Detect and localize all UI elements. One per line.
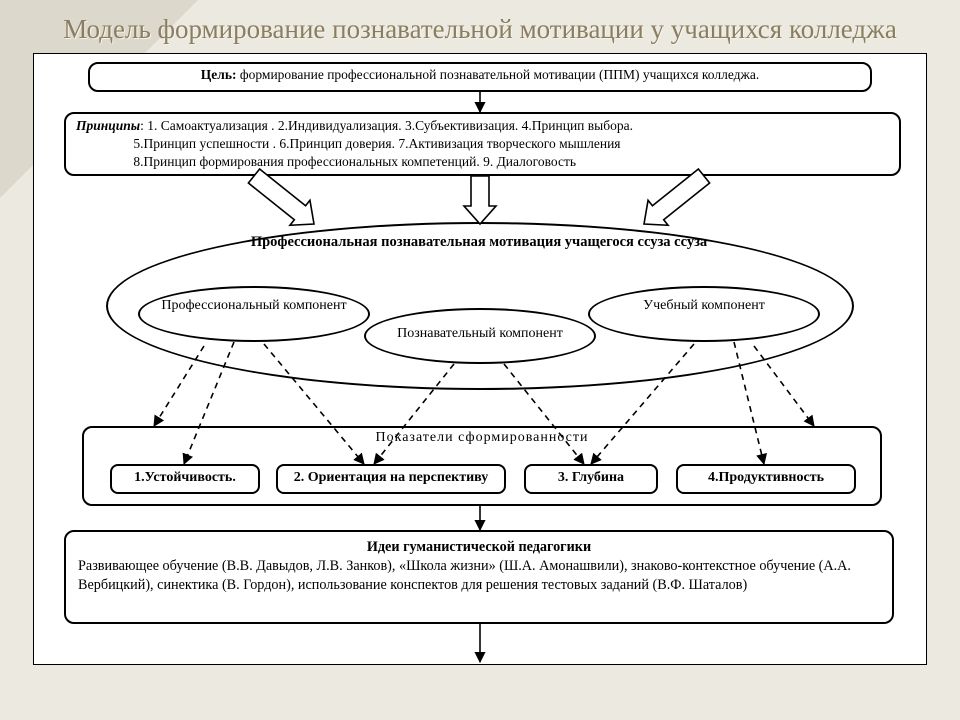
component-label-edu: Учебный компонент: [588, 298, 820, 314]
principles-header: Принципы: [76, 118, 140, 133]
goal-label: Цель:: [201, 67, 237, 82]
principles-line1: : 1. Самоактуализация . 2.Индивидуализац…: [140, 118, 633, 133]
ideas-header: Идеи гуманистической педагогики: [78, 538, 880, 557]
component-label-prof: Профессиональный компонент: [138, 298, 370, 314]
slide-title: Модель формирование познавательной мотив…: [0, 0, 960, 53]
indicator-3: 3. Глубина: [524, 464, 658, 494]
indicator-2: 2. Ориентация на перспективу: [276, 464, 506, 494]
principles-line3: 8.Принцип формирования профессиональных …: [133, 154, 576, 169]
principles-line2: 5.Принцип успешности . 6.Принцип доверия…: [133, 136, 620, 151]
indicator-1: 1.Устойчивость.: [110, 464, 260, 494]
motivation-title: Профессиональная познавательная мотиваци…: [154, 234, 804, 251]
indicator-4: 4.Продуктивность: [676, 464, 856, 494]
component-label-cogn: Познавательный компонент: [364, 326, 596, 342]
ideas-box: Идеи гуманистической педагогики Развиваю…: [64, 530, 894, 624]
goal-text: формирование профессиональной познавател…: [237, 67, 760, 82]
diagram-canvas: Цель: формирование профессиональной позн…: [33, 53, 927, 665]
indicators-title: Показатели сформированности: [82, 430, 882, 446]
goal-box: Цель: формирование профессиональной позн…: [88, 62, 872, 92]
ideas-body: Развивающее обучение (В.В. Давыдов, Л.В.…: [78, 558, 851, 593]
principles-box: Принципы: 1. Самоактуализация . 2.Индиви…: [64, 112, 901, 176]
